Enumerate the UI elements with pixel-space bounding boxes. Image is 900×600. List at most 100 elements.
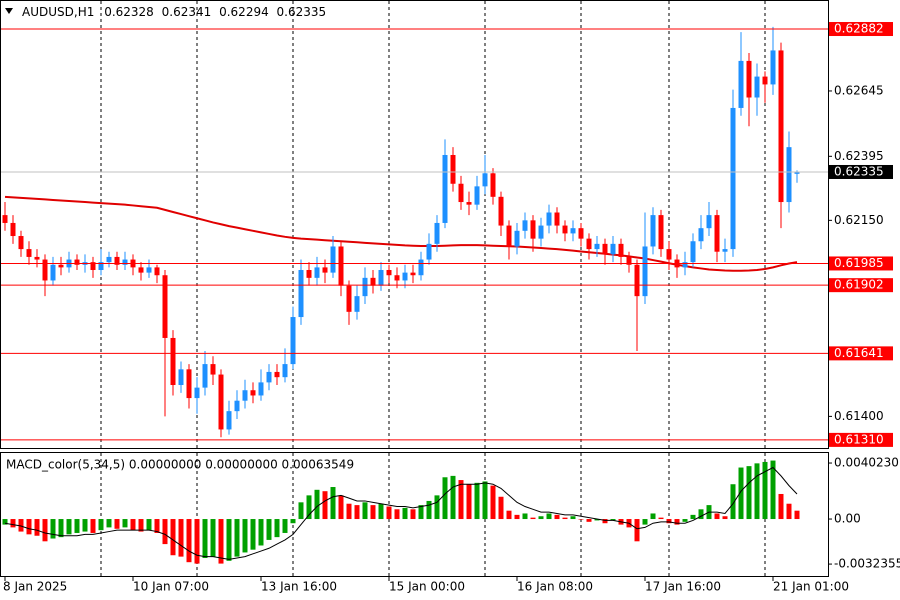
- x-tick-label: 17 Jan 16:00: [645, 580, 721, 594]
- macd-bar: [402, 507, 408, 520]
- candle-body: [346, 285, 352, 312]
- macd-bar: [674, 519, 680, 525]
- candle-body: [202, 364, 208, 388]
- macd-bar: [74, 519, 80, 533]
- macd-bar: [434, 495, 440, 520]
- candle-body: [578, 228, 584, 239]
- macd-bar: [778, 493, 784, 520]
- macd-bar: [138, 519, 144, 532]
- macd-bar: [82, 519, 88, 532]
- candle-body: [258, 382, 264, 396]
- high: 0.62341: [162, 5, 212, 19]
- macd-title: MACD_color(5,34,5) 0.00000000 0.00000000…: [6, 458, 354, 472]
- macd-bar: [426, 500, 432, 520]
- y-tick-label: -0.0032355: [834, 557, 900, 571]
- symbol-header: AUDUSD,H1 0.62328 0.62341 0.62294 0.6233…: [22, 5, 326, 19]
- level-box: [829, 346, 893, 361]
- macd-bar: [130, 519, 136, 531]
- candle-body: [266, 371, 272, 383]
- collapse-icon[interactable]: [5, 8, 13, 14]
- candle-body: [98, 262, 104, 271]
- level-box: [829, 278, 893, 293]
- candle-body: [450, 154, 456, 184]
- candle-body: [162, 275, 168, 338]
- y-tick-label: 0.61400: [834, 409, 884, 423]
- macd-bar: [322, 491, 328, 520]
- x-tick-label: 21 Jan 01:00: [773, 580, 849, 594]
- macd-bar: [178, 519, 184, 557]
- candle-body: [282, 364, 288, 378]
- macd-bar: [458, 480, 464, 520]
- macd-bar: [746, 466, 752, 520]
- macd-bar: [282, 519, 288, 533]
- macd-bar: [26, 519, 32, 535]
- candle-body: [122, 259, 128, 265]
- macd-bar: [114, 519, 120, 529]
- macd-bar: [266, 519, 272, 540]
- candle-body: [770, 50, 776, 85]
- macd-bar: [346, 503, 352, 520]
- candle-body: [442, 154, 448, 223]
- x-tick-label: 15 Jan 00:00: [389, 580, 465, 594]
- candle-body: [218, 374, 224, 430]
- candle-body: [394, 275, 400, 281]
- macd-bar: [770, 460, 776, 520]
- macd-bar: [386, 506, 392, 520]
- macd-bar: [482, 481, 488, 520]
- candle-body: [10, 222, 16, 237]
- candle-body: [386, 270, 392, 276]
- candle-body: [290, 317, 296, 365]
- macd-bar: [298, 502, 304, 520]
- candle-body: [426, 243, 432, 260]
- candle-body: [746, 60, 752, 98]
- current-price-box: [829, 164, 893, 179]
- macd-panel-border: [0, 452, 829, 577]
- macd-bar: [210, 519, 216, 557]
- y-tick-label: 0.62395: [834, 149, 884, 163]
- candle-body: [610, 243, 616, 255]
- macd-bar: [650, 513, 656, 520]
- macd-bar: [250, 519, 256, 550]
- candle-body: [354, 296, 360, 312]
- level-label: 0.61985: [834, 256, 884, 270]
- candle-body: [666, 249, 672, 260]
- macd-bar: [162, 519, 168, 545]
- macd-bar: [18, 519, 24, 532]
- macd-bar: [34, 519, 40, 536]
- candle-body: [178, 369, 184, 386]
- candle-body: [570, 228, 576, 234]
- macd-bar: [554, 514, 560, 520]
- candle-body: [106, 256, 112, 263]
- macd-bar: [410, 509, 416, 520]
- main-panel-border: [0, 0, 829, 449]
- x-tick-label: 8 Jan 2025: [3, 580, 67, 594]
- candle-body: [226, 411, 232, 430]
- level-box: [829, 256, 893, 271]
- candle-body: [114, 256, 120, 265]
- macd-bar: [258, 519, 264, 546]
- candle-body: [682, 262, 688, 268]
- candle-body: [634, 264, 640, 297]
- close: 0.62335: [277, 5, 327, 19]
- macd-bar: [50, 519, 56, 539]
- macd-bar: [506, 510, 512, 520]
- macd-bar: [602, 519, 608, 524]
- candle-body: [490, 173, 496, 197]
- macd-bar: [354, 505, 360, 520]
- candle-body: [418, 259, 424, 276]
- candle-body: [466, 202, 472, 205]
- macd-bar: [490, 485, 496, 520]
- candle-body: [378, 270, 384, 286]
- candle-body: [794, 171, 800, 174]
- candle-body: [522, 220, 528, 231]
- candle-body: [530, 220, 536, 239]
- candle-body: [498, 196, 504, 226]
- macd-bar: [274, 519, 280, 538]
- level-box: [829, 22, 893, 37]
- macd-bar: [242, 519, 248, 553]
- macd-bar: [122, 519, 128, 528]
- macd-bar: [594, 519, 600, 521]
- macd-bar: [538, 516, 544, 520]
- level-box: [829, 432, 893, 447]
- candle-body: [658, 215, 664, 250]
